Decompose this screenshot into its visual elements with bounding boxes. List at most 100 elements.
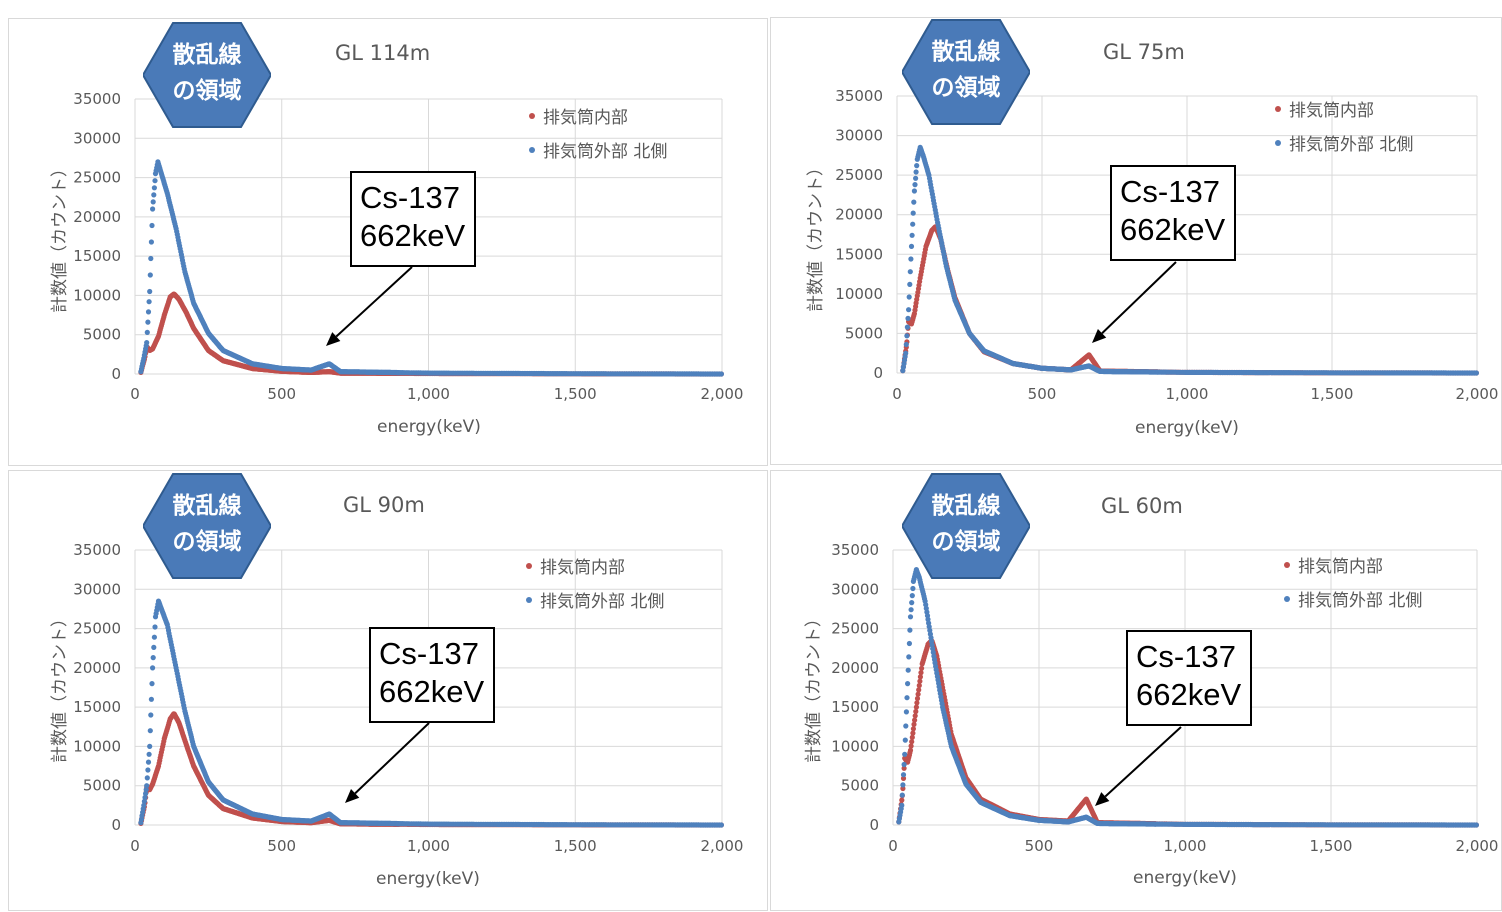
cs137-callout: Cs-137 662keV xyxy=(1110,165,1236,261)
data-point xyxy=(906,307,911,312)
data-point xyxy=(145,330,150,335)
data-point xyxy=(913,709,918,714)
y-tick-label: 20000 xyxy=(73,659,121,677)
data-point xyxy=(907,282,912,287)
callout-line1: Cs-137 xyxy=(360,179,466,217)
data-point xyxy=(905,325,910,330)
x-tick-label: 2,000 xyxy=(1456,837,1499,855)
callout-line1: Cs-137 xyxy=(1120,173,1226,211)
x-tick-label: 500 xyxy=(267,837,296,855)
y-tick-label: 20000 xyxy=(73,208,121,226)
data-point xyxy=(152,178,157,183)
y-tick-label: 25000 xyxy=(73,620,121,638)
callout-arrow xyxy=(355,723,429,793)
badge-line2: の領域 xyxy=(143,73,271,109)
scatter-region-badge: 散乱線の領域 xyxy=(143,21,271,129)
chart-title: GL 75m xyxy=(1103,40,1185,64)
y-tick-label: 0 xyxy=(111,816,121,834)
x-tick-label: 500 xyxy=(1028,385,1057,403)
legend-item-inner: 排気筒内部 xyxy=(529,101,667,135)
data-point xyxy=(907,641,912,646)
data-point xyxy=(144,340,149,345)
legend-marker xyxy=(1275,106,1281,112)
y-tick-label: 20000 xyxy=(835,206,883,224)
data-point xyxy=(904,333,909,338)
data-point xyxy=(910,593,915,598)
scatter-region-badge: 散乱線の領域 xyxy=(143,472,271,580)
data-point xyxy=(911,200,916,205)
callout-line2: 662keV xyxy=(360,217,466,255)
legend-label: 排気筒内部 xyxy=(540,558,625,578)
data-point xyxy=(902,762,907,767)
data-point xyxy=(911,726,916,731)
y-tick-label: 15000 xyxy=(73,247,121,265)
y-tick-label: 30000 xyxy=(73,129,121,147)
x-tick-label: 1,000 xyxy=(407,837,450,855)
callout-line2: 662keV xyxy=(1120,211,1226,249)
legend: 排気筒内部 排気筒外部 北側 xyxy=(1275,94,1413,162)
chart-title: GL 90m xyxy=(343,493,425,517)
legend-marker xyxy=(529,147,535,153)
legend-marker xyxy=(529,113,535,119)
legend-label: 排気筒外部 北側 xyxy=(540,592,664,612)
x-axis-title: energy(keV) xyxy=(376,869,480,889)
x-tick-label: 2,000 xyxy=(1456,385,1499,403)
data-point xyxy=(903,351,908,356)
y-tick-label: 25000 xyxy=(73,169,121,187)
x-tick-label: 1,000 xyxy=(1166,385,1209,403)
y-tick-label: 35000 xyxy=(835,87,883,105)
y-tick-label: 35000 xyxy=(73,541,121,559)
x-tick-label: 1,500 xyxy=(1310,837,1353,855)
legend-item-outer-north: 排気筒外部 北側 xyxy=(526,585,664,619)
y-tick-label: 10000 xyxy=(73,737,121,755)
data-point xyxy=(152,624,157,629)
data-point xyxy=(907,294,912,299)
legend-label: 排気筒外部 北側 xyxy=(543,142,667,162)
legend-item-outer-north: 排気筒外部 北側 xyxy=(529,135,667,169)
data-point xyxy=(147,299,152,304)
data-point xyxy=(911,211,916,216)
y-tick-label: 15000 xyxy=(831,698,879,716)
y-tick-label: 10000 xyxy=(73,286,121,304)
y-tick-label: 0 xyxy=(873,364,883,382)
data-point xyxy=(152,635,157,640)
chart-title: GL 114m xyxy=(335,41,430,65)
badge-line2: の領域 xyxy=(902,70,1030,106)
data-point xyxy=(910,222,915,227)
y-tick-label: 0 xyxy=(869,816,879,834)
data-point xyxy=(907,628,912,633)
data-point xyxy=(904,709,909,714)
x-tick-label: 0 xyxy=(130,837,140,855)
data-point xyxy=(905,681,910,686)
data-point xyxy=(719,371,724,376)
data-point xyxy=(900,782,905,787)
data-point xyxy=(149,681,154,686)
data-point xyxy=(151,199,156,204)
data-point xyxy=(149,223,154,228)
legend: 排気筒内部 排気筒外部 北側 xyxy=(526,551,664,619)
data-point xyxy=(908,269,913,274)
data-point xyxy=(902,752,907,757)
data-point xyxy=(909,607,914,612)
x-tick-label: 1,500 xyxy=(1311,385,1354,403)
y-tick-label: 25000 xyxy=(831,620,879,638)
data-point xyxy=(909,244,914,249)
data-point xyxy=(908,256,913,261)
callout-line1: Cs-137 xyxy=(379,635,485,673)
scatter-region-badge: 散乱線の領域 xyxy=(902,18,1030,126)
legend-marker xyxy=(1275,140,1281,146)
data-point xyxy=(899,798,904,803)
y-tick-label: 35000 xyxy=(831,541,879,559)
y-tick-label: 5000 xyxy=(83,777,121,795)
data-point xyxy=(899,803,904,808)
y-tick-label: 5000 xyxy=(841,777,879,795)
data-point xyxy=(145,775,150,780)
data-point xyxy=(151,192,156,197)
cs137-callout: Cs-137 662keV xyxy=(369,627,495,723)
data-point xyxy=(149,239,154,244)
legend-label: 排気筒外部 北側 xyxy=(1289,135,1413,155)
y-tick-label: 0 xyxy=(111,365,121,383)
x-tick-label: 500 xyxy=(1025,837,1054,855)
y-tick-label: 30000 xyxy=(835,127,883,145)
